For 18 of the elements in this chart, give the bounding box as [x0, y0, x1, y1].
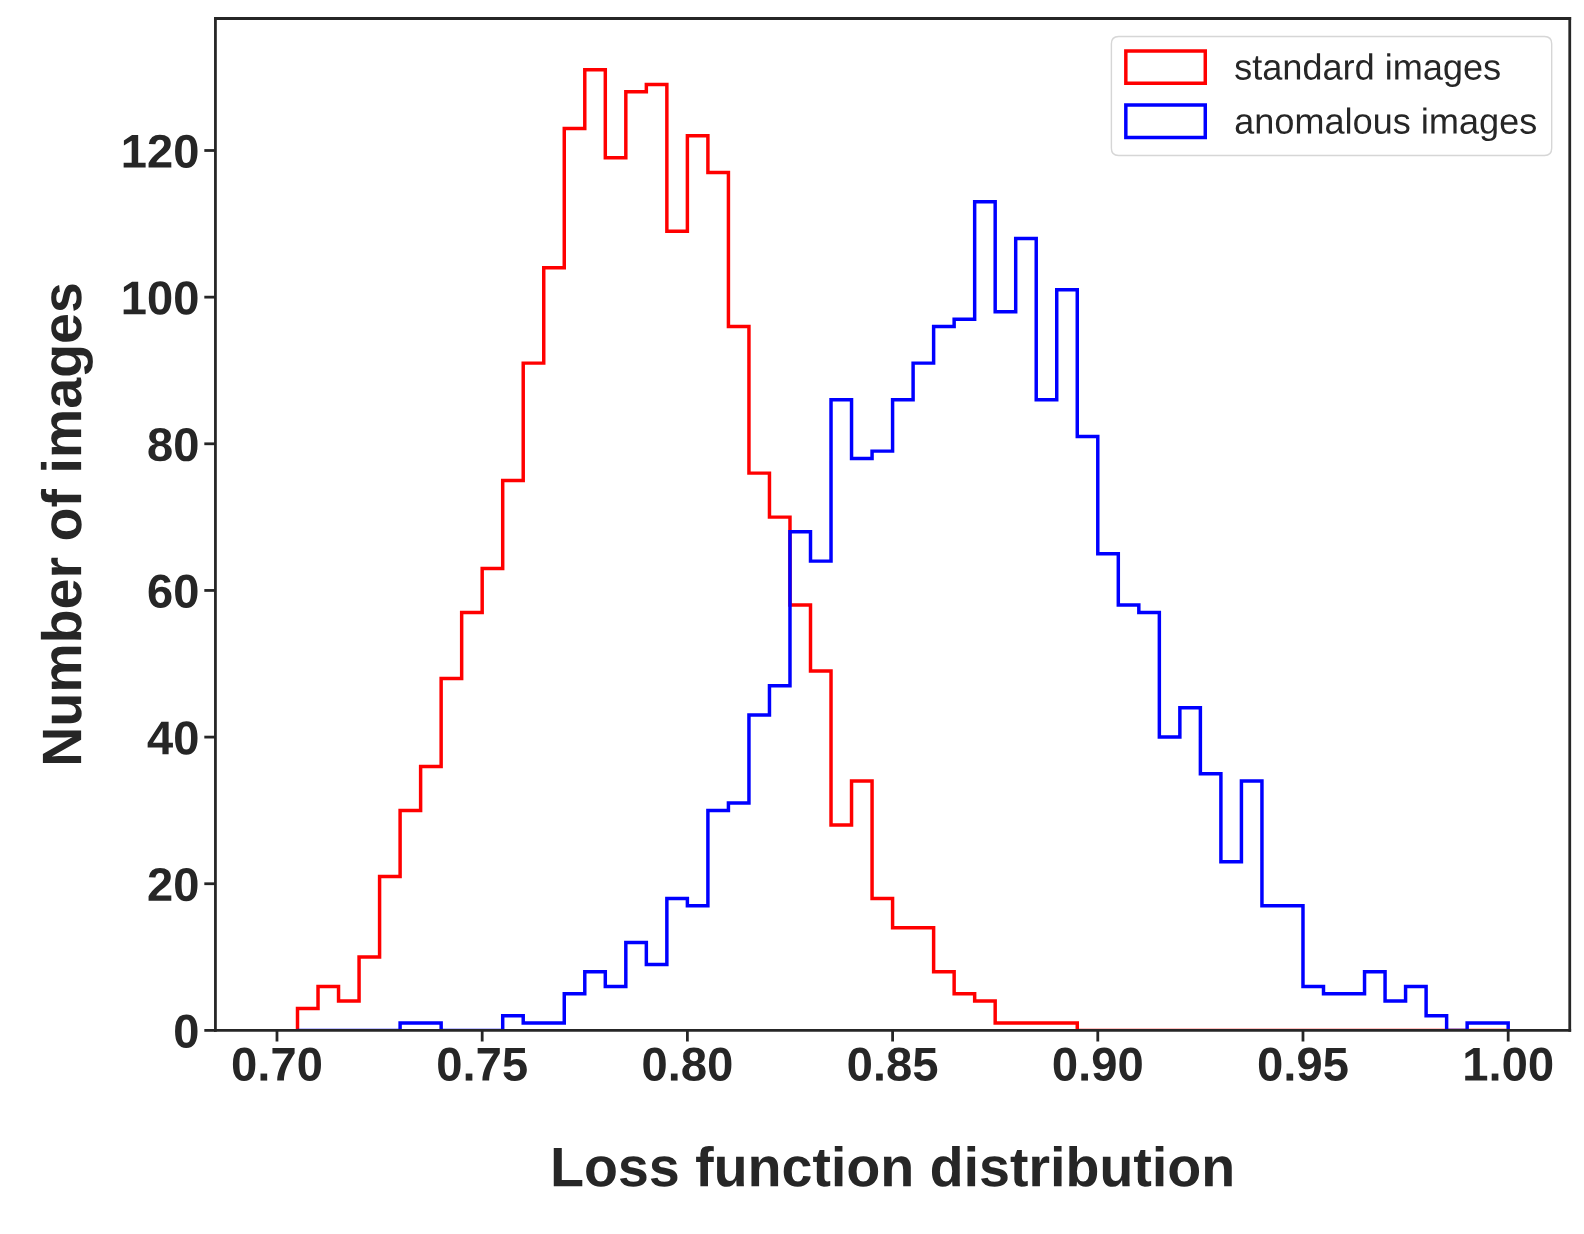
x-tick-label: 0.85 — [848, 1047, 938, 1082]
x-tick-label: 0.75 — [438, 1047, 527, 1082]
y-tick-label: 0 — [175, 1014, 198, 1048]
x-tick-label: 1.00 — [1465, 1047, 1553, 1082]
y-axis-title: Number of images — [40, 284, 93, 764]
legend-label: anomalous images — [1235, 107, 1536, 142]
y-tick-label: 120 — [123, 134, 198, 169]
y-tick-label: 40 — [147, 721, 198, 755]
y-tick-label: 60 — [148, 574, 198, 609]
legend-label: standard images — [1235, 53, 1500, 88]
x-axis-title: Loss function distribution — [553, 1145, 1232, 1187]
x-tick-label: 0.70 — [232, 1047, 322, 1082]
x-tick-label: 0.95 — [1258, 1047, 1348, 1082]
x-tick-label: 0.80 — [643, 1047, 732, 1082]
y-tick-label: 100 — [123, 281, 198, 315]
x-tick-label: 0.90 — [1053, 1047, 1142, 1082]
y-tick-label: 20 — [148, 867, 198, 902]
y-tick-label: 80 — [148, 427, 198, 462]
